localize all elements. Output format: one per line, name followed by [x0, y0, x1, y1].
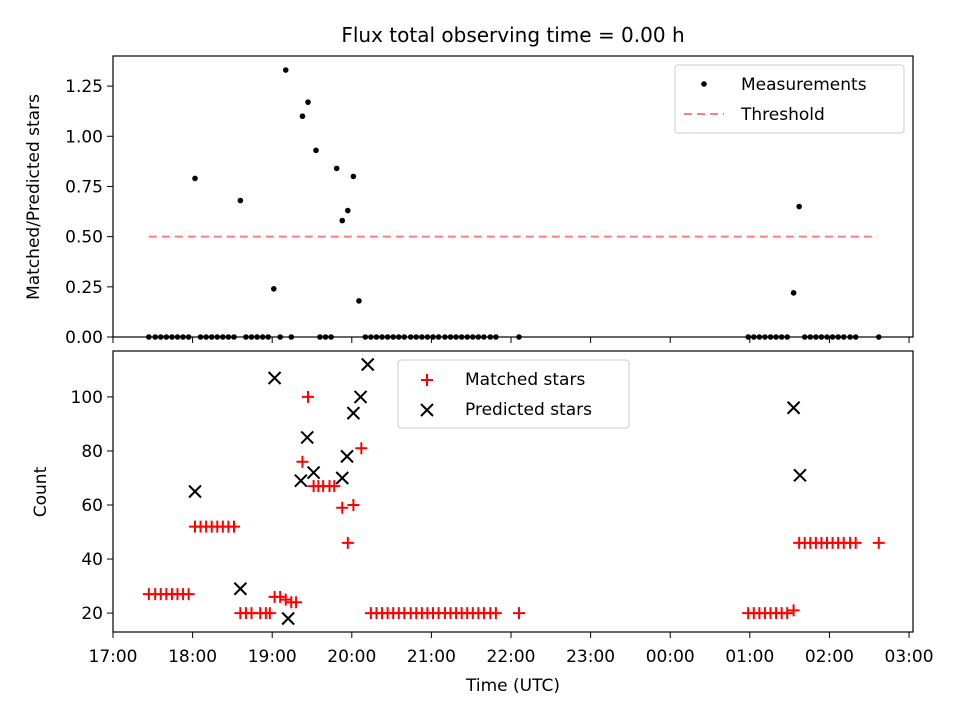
measurement-point	[339, 217, 346, 224]
measurement-point	[305, 99, 311, 105]
matched-star-point	[355, 442, 368, 455]
predicted-star-point	[346, 406, 361, 420]
predicted-star-point	[335, 471, 349, 485]
matched-star-point	[290, 596, 303, 609]
measurement-point	[270, 286, 277, 292]
bottom-panel: 20 40 60 80 100 17:00 18:00 19:00 20:00 21:00 22:…	[31, 350, 934, 696]
top-y-tick-label: 0.75	[65, 177, 103, 197]
x-tick-label: 17:00	[89, 647, 138, 667]
bottom-y-tick-label: 80	[81, 442, 103, 462]
matched-star-point	[512, 607, 525, 620]
bottom-y-axis-label: Count	[31, 466, 51, 517]
predicted-star-point	[340, 449, 354, 464]
predicted-star-point	[793, 468, 807, 482]
predicted-star-point	[361, 357, 375, 372]
matched-star-point	[489, 607, 502, 620]
matched-star-point	[328, 480, 341, 493]
legend-measurements-marker	[701, 81, 707, 87]
matched-star-point	[274, 590, 287, 603]
figure-title: Flux total observing time = 0.00 h	[341, 23, 684, 47]
top-y-tick-label: 0.00	[65, 328, 103, 348]
x-tick-label: 20:00	[327, 647, 376, 667]
legend-predicted-label: Predicted stars	[465, 400, 592, 420]
bottom-y-tick-label: 20	[81, 604, 103, 624]
top-y-tick-label: 1.25	[65, 77, 103, 97]
predicted-star-point	[786, 401, 801, 415]
matched-star-point	[781, 607, 794, 620]
bottom-y-tick-label: 40	[81, 550, 103, 570]
matched-star-point	[336, 501, 349, 514]
measurement-point	[237, 197, 244, 204]
x-tick-label: 23:00	[566, 647, 615, 667]
legend-matched-label: Matched stars	[465, 370, 585, 390]
top-y-axis-label: Matched/Predicted stars	[24, 94, 44, 300]
x-tick-label: 21:00	[407, 647, 456, 667]
predicted-star-point	[281, 611, 295, 626]
x-tick-label: 01:00	[725, 647, 774, 667]
bottom-legend-box	[397, 359, 630, 429]
x-tick-label: 03:00	[885, 647, 934, 667]
bottom-y-ticks: 20 40 60 80 100	[71, 388, 113, 624]
measurement-point	[350, 173, 357, 180]
bottom-y-tick-label: 60	[81, 496, 103, 516]
top-x-ticks	[112, 337, 910, 343]
top-legend-box	[674, 64, 905, 134]
top-y-tick-label: 0.25	[65, 278, 103, 298]
matched-star-point	[263, 607, 276, 620]
bottom-y-tick-label: 100	[71, 388, 103, 408]
top-panel: 0.00 0.25 0.50 0.75 1.00 1.25 Matched/Predict…	[24, 55, 914, 348]
bottom-axes-frame	[112, 350, 914, 633]
matched-star-point	[227, 520, 240, 533]
measurement-point	[790, 290, 797, 296]
predicted-star-point	[353, 390, 368, 404]
matched-star-point	[182, 588, 195, 601]
predicted-star-point	[233, 582, 248, 596]
top-axes-frame	[112, 55, 914, 338]
top-y-ticks: 0.00 0.25 0.50 0.75 1.00 1.25	[65, 77, 113, 348]
matched-star-point	[279, 593, 292, 606]
matched-star-point	[347, 499, 360, 512]
top-y-tick-label: 1.00	[65, 127, 103, 147]
x-tick-label: 00:00	[646, 647, 695, 667]
x-tick-label: 22:00	[487, 647, 536, 667]
measurement-point	[299, 113, 306, 120]
bottom-marks	[142, 357, 885, 626]
measurement-point	[333, 165, 340, 172]
bottom-x-ticks: 17:00 18:00 19:00 20:00 21:00 22:00 23:00 00:00…	[89, 632, 934, 667]
predicted-star-point	[300, 430, 314, 445]
legend-threshold-label: Threshold	[740, 105, 825, 125]
measurement-point	[282, 67, 289, 73]
matched-star-point	[302, 390, 315, 403]
measurement-point	[313, 147, 319, 154]
measurement-point	[345, 207, 351, 214]
measurement-point	[192, 175, 198, 182]
legend-measurements-label: Measurements	[741, 75, 867, 95]
bottom-legend: Matched stars Predicted stars	[397, 359, 630, 429]
x-tick-label: 18:00	[168, 647, 217, 667]
measurement-point	[796, 203, 802, 210]
predicted-star-point	[267, 371, 282, 385]
matched-star-point	[341, 536, 354, 549]
legend-matched-marker	[421, 374, 433, 386]
matched-star-point	[872, 536, 885, 549]
matched-star-point	[787, 604, 800, 617]
top-y-tick-label: 0.50	[65, 228, 103, 248]
x-tick-label: 02:00	[805, 647, 854, 667]
top-legend: Measurements Threshold	[674, 64, 905, 134]
matched-star-point	[849, 536, 862, 549]
predicted-star-point	[294, 473, 308, 488]
measurement-point	[356, 298, 362, 304]
x-axis-label: Time (UTC)	[465, 676, 560, 696]
legend-predicted-marker	[420, 403, 434, 417]
x-tick-label: 19:00	[248, 647, 297, 667]
predicted-star-point	[188, 484, 202, 499]
predicted-star-point	[306, 465, 321, 480]
matched-star-point	[296, 455, 309, 468]
